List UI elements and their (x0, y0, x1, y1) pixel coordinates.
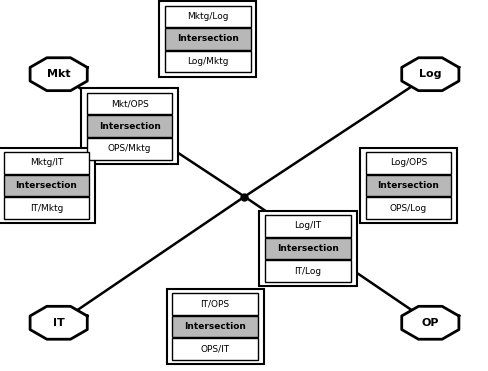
Text: Intersection: Intersection (99, 122, 160, 131)
Bar (165, 51, 250, 72)
Bar (165, 6, 250, 27)
Text: OPS/IT: OPS/IT (200, 345, 229, 354)
Text: Log: Log (418, 69, 441, 79)
Text: IT/Log: IT/Log (294, 267, 321, 276)
Bar (365, 175, 450, 196)
Text: OP: OP (421, 318, 438, 328)
Bar (81, 88, 178, 164)
Bar (4, 197, 89, 219)
Polygon shape (30, 58, 87, 91)
Text: Mktg/IT: Mktg/IT (30, 158, 63, 167)
Bar (87, 93, 172, 114)
Bar (4, 152, 89, 174)
Text: IT: IT (53, 318, 64, 328)
Polygon shape (401, 58, 458, 91)
Bar (259, 211, 356, 286)
Text: Mkt/OPS: Mkt/OPS (110, 99, 148, 108)
Bar (365, 152, 450, 174)
Text: OPS/Log: OPS/Log (389, 204, 426, 213)
Text: Log/OPS: Log/OPS (389, 158, 426, 167)
Polygon shape (401, 306, 458, 339)
Polygon shape (30, 306, 87, 339)
Bar (172, 316, 258, 337)
Bar (264, 215, 350, 237)
Text: Intersection: Intersection (16, 181, 77, 190)
Bar (166, 289, 263, 364)
Bar (172, 293, 258, 315)
Text: OPS/Mktg: OPS/Mktg (108, 144, 151, 153)
Bar (365, 197, 450, 219)
Text: Intersection: Intersection (177, 35, 238, 43)
Bar (87, 138, 172, 160)
Text: Log/IT: Log/IT (294, 221, 321, 230)
Bar (4, 175, 89, 196)
Text: IT/Mktg: IT/Mktg (30, 204, 63, 213)
Bar (264, 260, 350, 282)
Text: Intersection: Intersection (377, 181, 438, 190)
Bar (359, 148, 456, 223)
Bar (264, 238, 350, 259)
Text: Mkt: Mkt (47, 69, 70, 79)
Text: Log/Mktg: Log/Mktg (187, 57, 228, 66)
Bar (159, 1, 256, 77)
Bar (87, 115, 172, 137)
Bar (165, 28, 250, 50)
Bar (172, 338, 258, 360)
Text: Mktg/Log: Mktg/Log (187, 12, 228, 21)
Text: Intersection: Intersection (184, 322, 245, 331)
Text: Intersection: Intersection (277, 244, 338, 253)
Text: IT/OPS: IT/OPS (200, 299, 229, 308)
Bar (0, 148, 95, 223)
